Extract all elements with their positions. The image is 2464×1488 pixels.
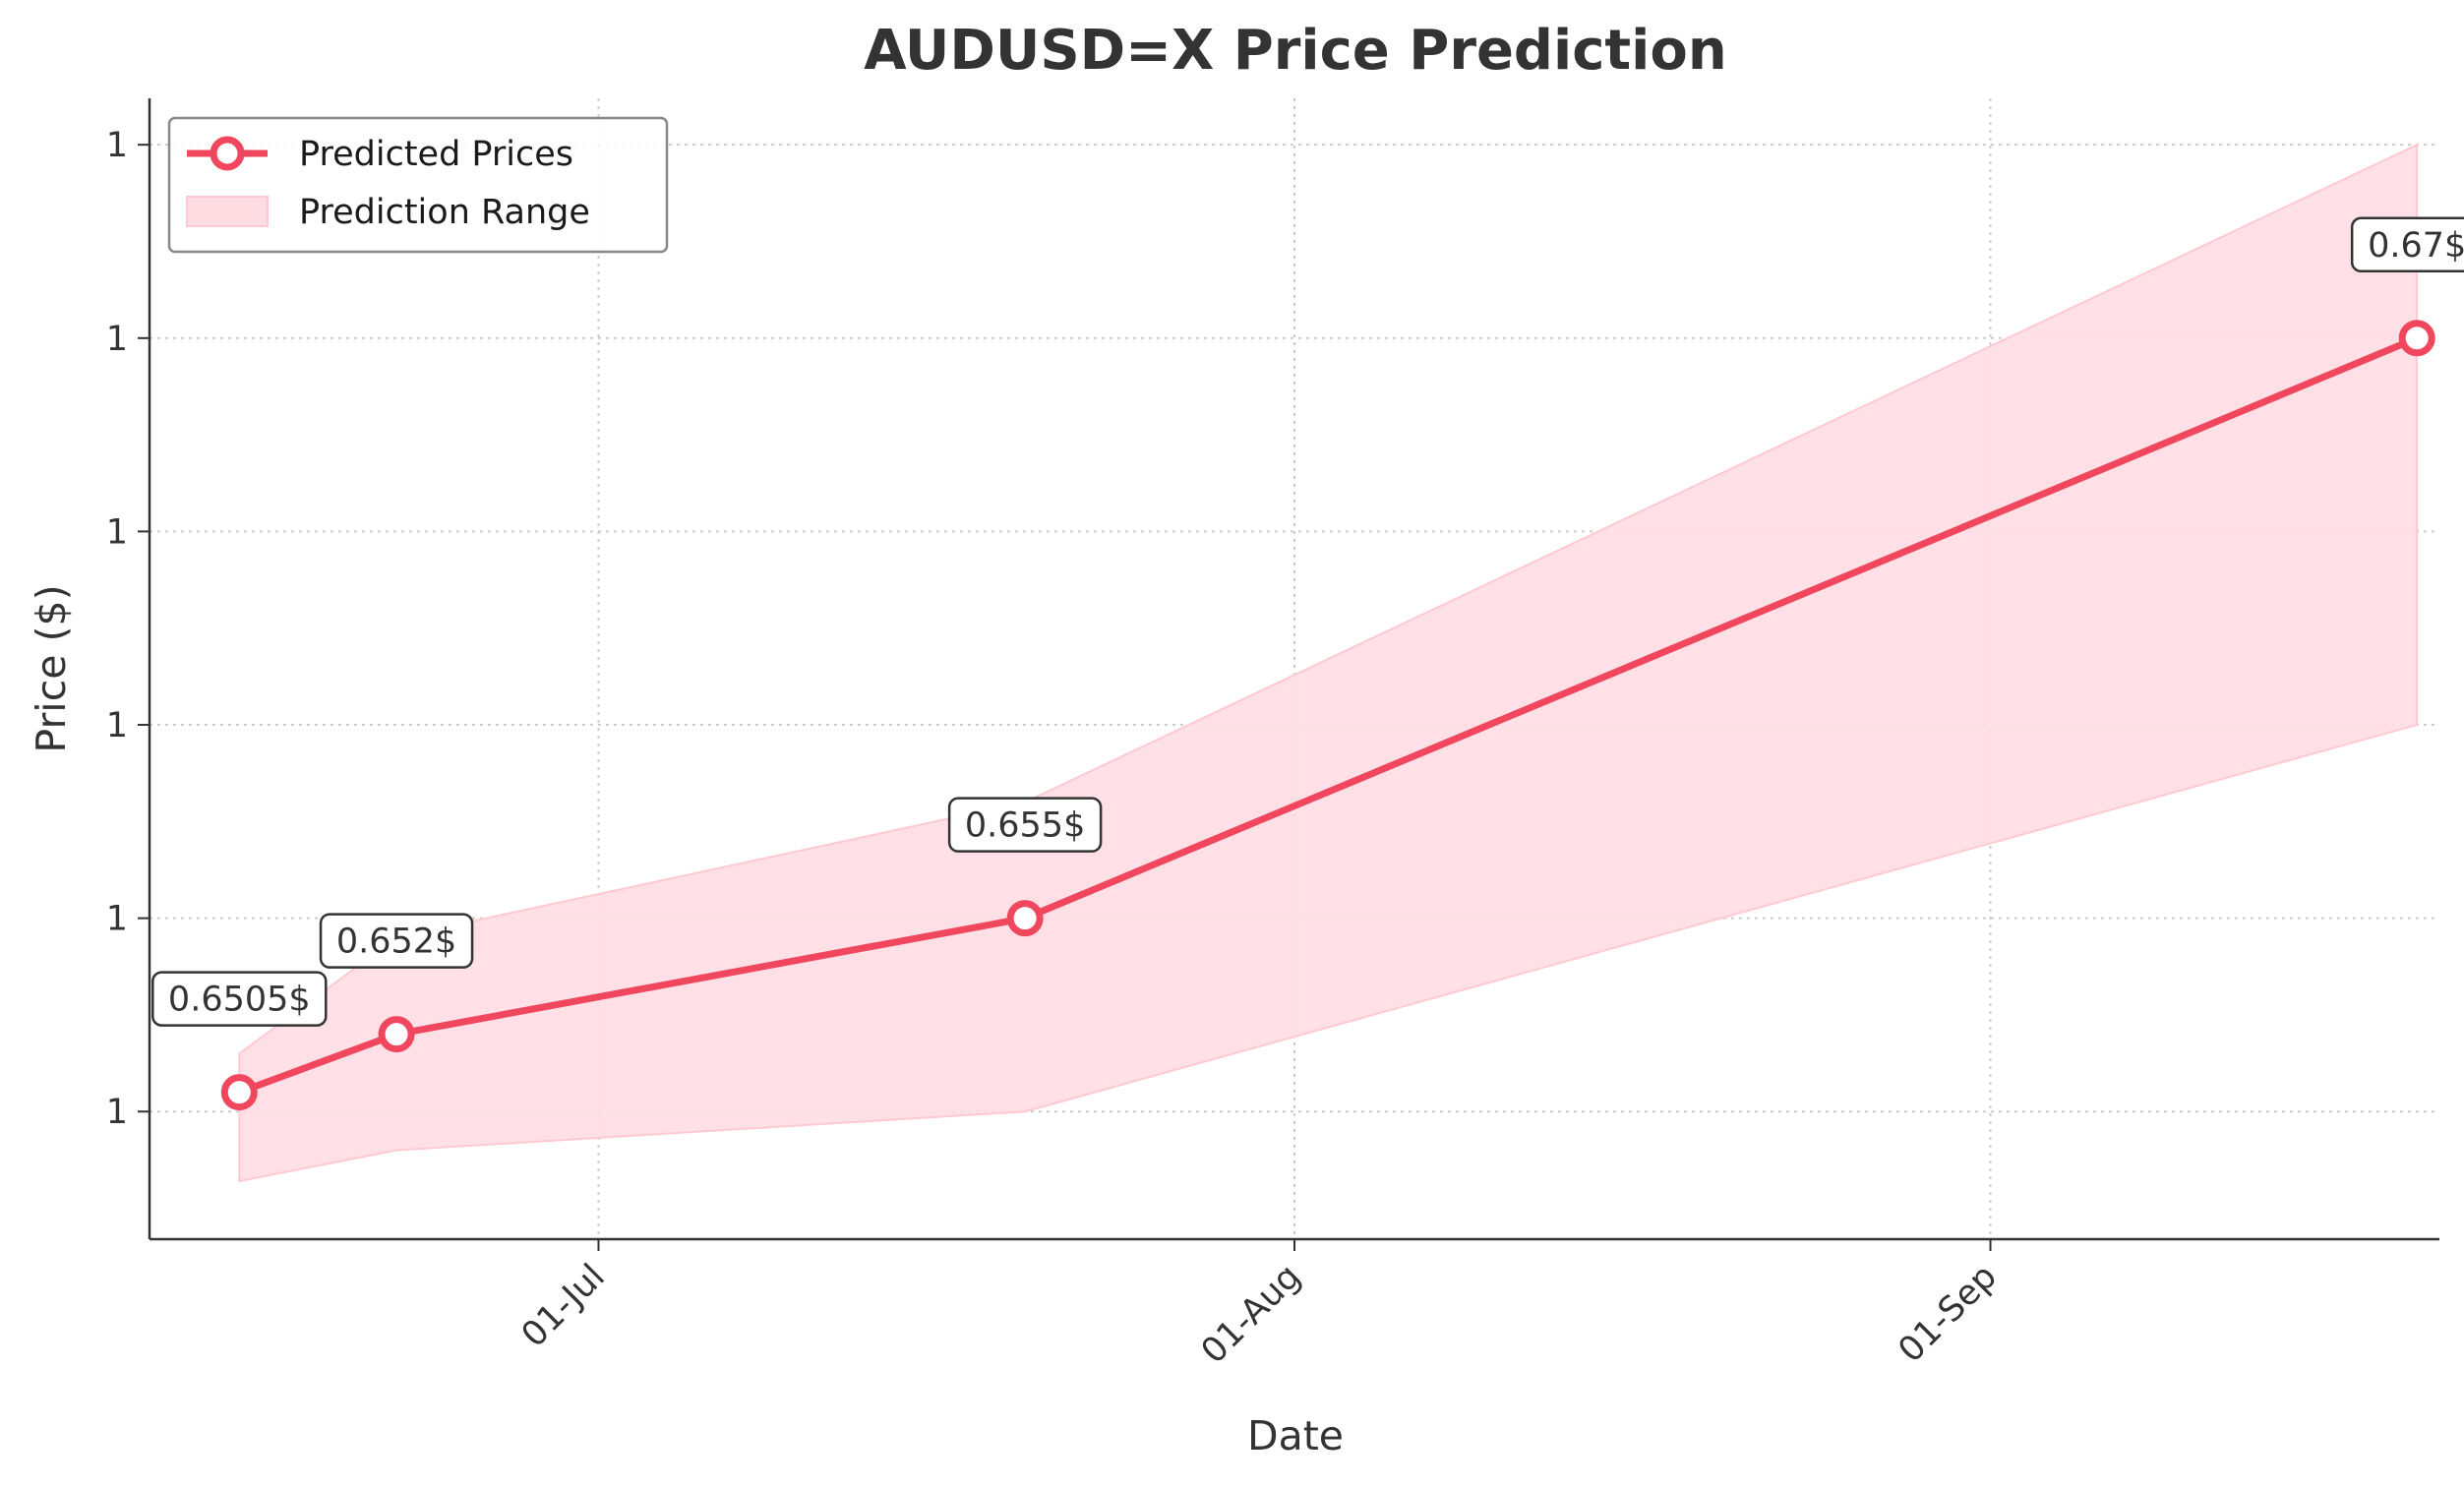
data-point [378, 1016, 415, 1053]
data-label: 0.67$ [2368, 226, 2464, 266]
legend-fill-swatch [186, 196, 269, 227]
y-tick-label: 1 [106, 126, 128, 165]
legend-box [167, 116, 669, 254]
data-label-box [2350, 216, 2464, 273]
prediction-range-band [238, 143, 2419, 1183]
y-tick-label: 1 [106, 706, 128, 745]
legend-label-predicted-prices: Predicted Prices [299, 135, 573, 174]
legend-label-prediction-range: Prediction Range [299, 193, 590, 232]
y-tick-label: 1 [106, 320, 128, 359]
y-axis-label: Price ($) [28, 584, 75, 752]
legend-marker-swatch [210, 136, 245, 171]
y-tick-label: 1 [106, 900, 128, 939]
data-point [2398, 320, 2435, 357]
data-point [1006, 900, 1044, 937]
x-axis-label: Date [1247, 1412, 1344, 1459]
data-label: 0.655$ [965, 806, 1085, 846]
data-label: 0.6505$ [168, 981, 311, 1020]
y-tick-label: 1 [106, 1093, 128, 1132]
data-point [220, 1074, 258, 1111]
predicted-prices-line [238, 334, 2419, 1096]
chart-title: AUDUSD=X Price Prediction [864, 19, 1726, 83]
data-label: 0.652$ [336, 923, 456, 962]
y-tick-label: 1 [106, 512, 128, 552]
data-label-box [319, 913, 474, 969]
data-label-box [947, 797, 1103, 853]
data-label-box [151, 971, 328, 1027]
